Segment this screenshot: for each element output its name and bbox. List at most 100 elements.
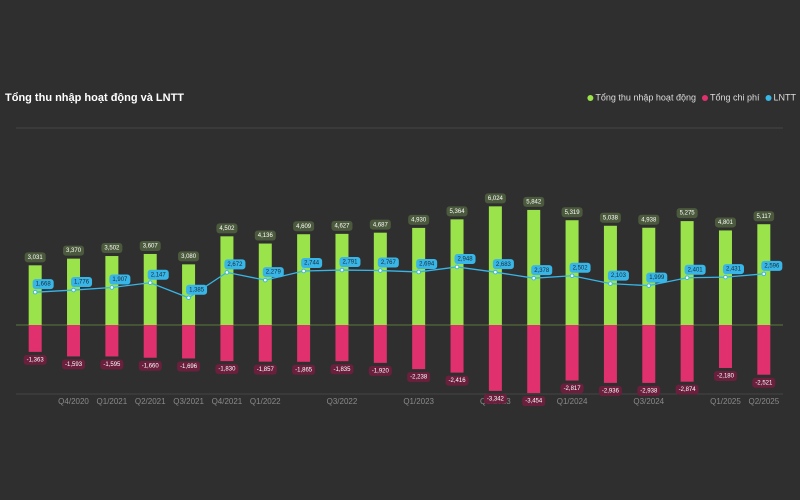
data-label: 2,431 bbox=[726, 267, 742, 273]
x-tick-label: Q1/2024 bbox=[557, 397, 588, 406]
point bbox=[416, 269, 421, 275]
data-label-box bbox=[139, 240, 161, 251]
point bbox=[71, 287, 76, 293]
bar bbox=[297, 325, 311, 362]
bar bbox=[718, 325, 732, 368]
x-tick-label: Q1/2025 bbox=[710, 397, 741, 406]
bar bbox=[143, 253, 157, 326]
bar bbox=[258, 325, 272, 362]
data-label-box bbox=[416, 258, 438, 269]
data-label: -1,363 bbox=[27, 357, 45, 363]
bar bbox=[642, 325, 656, 383]
data-label-box bbox=[377, 257, 399, 268]
data-label: 4,938 bbox=[641, 217, 657, 223]
data-label: 2,103 bbox=[611, 273, 627, 279]
data-label: 4,136 bbox=[258, 233, 274, 239]
bar bbox=[603, 325, 617, 383]
data-label: 3,031 bbox=[28, 255, 44, 261]
data-label: 4,687 bbox=[373, 222, 389, 228]
data-label-box bbox=[484, 193, 506, 204]
data-label-box bbox=[561, 207, 583, 218]
bar bbox=[220, 236, 234, 326]
point bbox=[493, 269, 498, 275]
data-label-box bbox=[676, 208, 698, 219]
data-label: 4,627 bbox=[334, 223, 350, 229]
legend-label: LNTT bbox=[774, 92, 797, 102]
legend-swatch bbox=[701, 95, 708, 101]
data-label: 4,502 bbox=[219, 226, 235, 232]
data-label-box bbox=[446, 206, 468, 217]
data-label: 2,502 bbox=[573, 265, 589, 271]
data-label-box bbox=[301, 257, 323, 268]
data-label-box bbox=[445, 375, 469, 386]
point bbox=[378, 268, 383, 273]
data-label: 2,279 bbox=[266, 270, 282, 276]
bar bbox=[757, 325, 771, 375]
bar bbox=[565, 325, 579, 381]
legend-swatch bbox=[765, 95, 772, 101]
bar bbox=[373, 325, 387, 363]
data-label: 5,038 bbox=[603, 215, 619, 221]
data-label: -1,830 bbox=[218, 367, 236, 373]
bar bbox=[105, 256, 119, 326]
data-label: 3,502 bbox=[104, 246, 120, 252]
data-label-box bbox=[339, 257, 361, 268]
data-label-box bbox=[752, 377, 776, 388]
data-label-box bbox=[646, 272, 668, 283]
data-label: 5,364 bbox=[450, 209, 466, 215]
data-label: 2,378 bbox=[534, 268, 550, 274]
point bbox=[723, 274, 728, 280]
x-tick-label: Q2/2021 bbox=[135, 397, 166, 406]
data-label-box bbox=[178, 251, 200, 262]
point bbox=[569, 273, 575, 279]
data-label-box bbox=[369, 219, 391, 230]
x-tick-label: Q1/2023 bbox=[403, 397, 434, 406]
data-label-box bbox=[714, 217, 736, 228]
data-label-box bbox=[177, 361, 201, 372]
data-label-box bbox=[607, 270, 629, 281]
bar bbox=[28, 325, 42, 352]
point bbox=[339, 267, 345, 273]
data-label: 3,080 bbox=[181, 254, 197, 260]
data-label: 1,385 bbox=[189, 287, 205, 293]
data-label: 2,596 bbox=[764, 263, 780, 269]
data-label: -2,874 bbox=[679, 387, 697, 393]
data-label-box bbox=[100, 359, 124, 370]
point bbox=[32, 289, 38, 295]
point bbox=[186, 295, 191, 301]
data-label-box bbox=[408, 214, 430, 225]
data-label: 2,683 bbox=[496, 262, 512, 268]
data-label-box bbox=[71, 277, 93, 288]
bar bbox=[527, 325, 541, 394]
data-label-box bbox=[454, 253, 476, 264]
data-label: -3,342 bbox=[487, 396, 505, 402]
data-label: 5,117 bbox=[757, 214, 772, 220]
data-label-box bbox=[224, 259, 246, 270]
bar bbox=[488, 325, 502, 391]
point bbox=[301, 268, 306, 274]
line bbox=[35, 266, 764, 299]
bar bbox=[412, 325, 426, 370]
data-label-box bbox=[569, 262, 591, 273]
bar bbox=[143, 325, 157, 358]
point bbox=[262, 277, 268, 283]
bar bbox=[105, 325, 119, 357]
data-label: -1,660 bbox=[142, 363, 160, 369]
x-tick-label: Q3/2022 bbox=[327, 397, 358, 406]
x-tick-label: Q1/2021 bbox=[97, 397, 128, 406]
data-label: 2,694 bbox=[419, 262, 435, 268]
data-label: -1,595 bbox=[103, 362, 121, 368]
x-tick-label: Q1/2022 bbox=[250, 397, 281, 406]
data-label-box bbox=[147, 269, 169, 280]
data-label-box bbox=[675, 384, 699, 395]
point bbox=[454, 264, 460, 270]
data-label: 1,999 bbox=[649, 275, 665, 281]
data-label: 2,948 bbox=[458, 257, 474, 263]
data-label: 3,607 bbox=[143, 244, 159, 250]
data-label-box bbox=[753, 211, 775, 222]
point bbox=[531, 275, 537, 281]
x-tick-label: Q4/2020 bbox=[58, 397, 89, 406]
legend-swatch bbox=[587, 95, 594, 101]
data-label: -1,865 bbox=[295, 367, 313, 373]
